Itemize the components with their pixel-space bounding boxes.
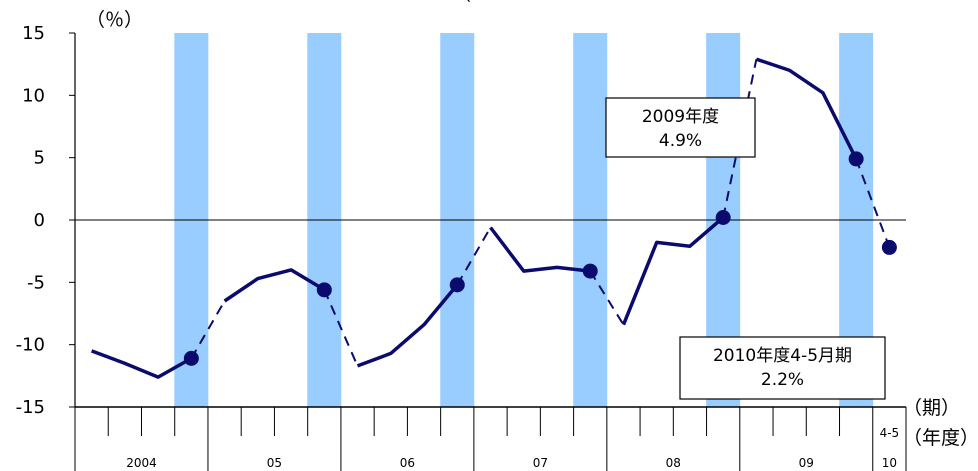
solid-segment: [621, 216, 725, 326]
dashed-segment: [722, 58, 758, 218]
data-marker: [848, 151, 864, 167]
y-tick-label: -15: [16, 397, 45, 418]
title-fragment: （: [452, 0, 471, 5]
annotation-box: 2009年度 4.9%: [605, 97, 756, 158]
year-label: 08: [666, 456, 681, 470]
annotations: 2009年度 4.9% 2010年度4-5月期 2.2%: [605, 97, 886, 400]
annotation-line1: 2010年度4-5月期: [713, 346, 852, 366]
annotation-frame: [679, 336, 886, 400]
data-marker: [582, 263, 598, 279]
data-marker: [449, 277, 465, 293]
solid-segment: [356, 283, 459, 368]
y-tick-label: 0: [34, 210, 45, 231]
annotation-line2: 2.2%: [761, 370, 804, 390]
year-label: 2004: [126, 456, 157, 470]
annotation-frame: [605, 97, 756, 158]
annotation-line2: 4.9%: [659, 131, 702, 151]
solid-segment: [90, 349, 193, 379]
data-marker: [316, 282, 332, 298]
year-label: 10: [882, 456, 897, 470]
axes: [69, 32, 907, 471]
annotation-box: 2010年度4-5月期 2.2%: [679, 336, 886, 400]
data-marker: [881, 239, 897, 255]
year-label: 09: [799, 456, 814, 470]
year-label: 06: [400, 456, 415, 470]
period-unit-label: （期）: [903, 397, 960, 419]
data-marker: [715, 210, 731, 226]
dashed-segment: [190, 300, 226, 359]
dashed-segment: [323, 289, 359, 367]
year-label: 05: [267, 456, 282, 470]
y-tick-label: -10: [16, 335, 45, 356]
year-label: 07: [533, 456, 548, 470]
y-tick-label: -5: [27, 272, 45, 293]
data-series: [90, 57, 897, 379]
y-unit-label: （％）: [86, 9, 143, 31]
y-tick-label: 5: [34, 148, 45, 169]
dashed-segment: [456, 226, 492, 286]
labels: 15 10 5 0 -5 -10 -15 （％） （ （期） （年度） 2004 05 06 07 08 09 4…: [16, 0, 978, 470]
y-tick-label: 15: [22, 23, 45, 44]
solid-segment: [489, 226, 591, 273]
annotation-line1: 2009年度: [642, 107, 719, 127]
year-unit-label: （年度）: [903, 427, 978, 449]
dashed-segment: [589, 270, 625, 326]
data-marker: [183, 350, 199, 366]
y-tick-label: 10: [22, 85, 45, 106]
solid-segment: [223, 268, 326, 303]
solid-segment: [755, 57, 858, 160]
period-label: 4-5: [880, 426, 900, 440]
